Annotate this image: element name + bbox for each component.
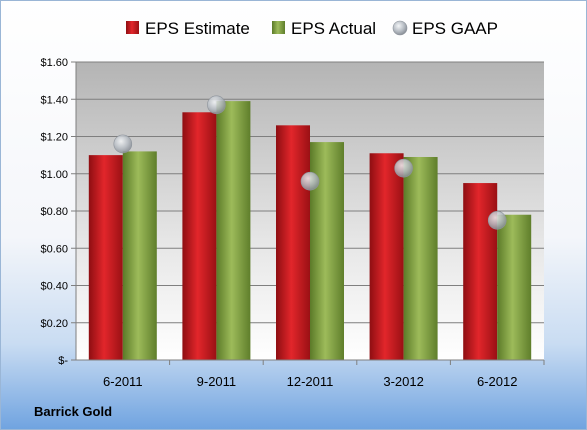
bar-eps-actual <box>216 101 251 361</box>
x-axis: 6-2011 9-2011 12-2011 3-2012 6-2012 <box>76 359 545 389</box>
y-tick-label: $1.40 <box>40 94 68 106</box>
legend-swatch-eps-actual <box>272 21 285 34</box>
bar-eps-estimate <box>463 183 498 360</box>
x-tick-label: 3-2012 <box>383 374 423 389</box>
y-tick-label: $1.20 <box>40 132 68 144</box>
bar-eps-estimate <box>182 112 217 360</box>
legend-label-eps-estimate: EPS Estimate <box>145 19 250 38</box>
company-name: Barrick Gold <box>34 404 112 419</box>
x-tick-label: 12-2011 <box>287 374 334 389</box>
point-eps-gaap <box>394 158 413 178</box>
bar-eps-estimate <box>369 153 404 360</box>
bar-eps-actual <box>403 156 438 360</box>
x-tick-label: 9-2011 <box>197 374 237 389</box>
y-axis: $- $0.20 $0.40 $0.60 $0.80 $1.00 $1.20 $1.40 $1.… <box>40 57 77 367</box>
point-eps-gaap <box>487 211 507 230</box>
y-tick-label: $0.20 <box>40 318 68 330</box>
y-tick-label: $1.00 <box>40 169 68 181</box>
point-eps-gaap <box>300 171 320 191</box>
y-tick-label: $0.40 <box>40 281 68 293</box>
legend-label-eps-gaap: EPS GAAP <box>412 19 498 38</box>
legend-swatch-eps-gaap <box>392 20 408 36</box>
point-eps-gaap <box>207 95 226 115</box>
gaap-points <box>113 95 507 230</box>
x-tick-label: 6-2011 <box>103 374 143 389</box>
legend-swatch-eps-estimate <box>126 21 139 34</box>
point-eps-gaap <box>113 134 133 154</box>
x-tick-label: 6-2012 <box>477 374 517 389</box>
bar-eps-estimate <box>88 155 123 360</box>
y-tick-label: $0.60 <box>40 243 68 255</box>
legend: EPS Estimate EPS Actual EPS GAAP <box>126 19 498 38</box>
legend-label-eps-actual: EPS Actual <box>291 19 376 38</box>
y-tick-label: $0.80 <box>40 206 68 218</box>
bar-eps-actual <box>497 214 532 360</box>
y-tick-label: $1.60 <box>40 57 68 69</box>
bar-eps-actual <box>122 151 157 360</box>
bar-eps-estimate <box>276 125 310 360</box>
y-tick-label: $- <box>58 355 68 367</box>
bars <box>88 101 532 361</box>
